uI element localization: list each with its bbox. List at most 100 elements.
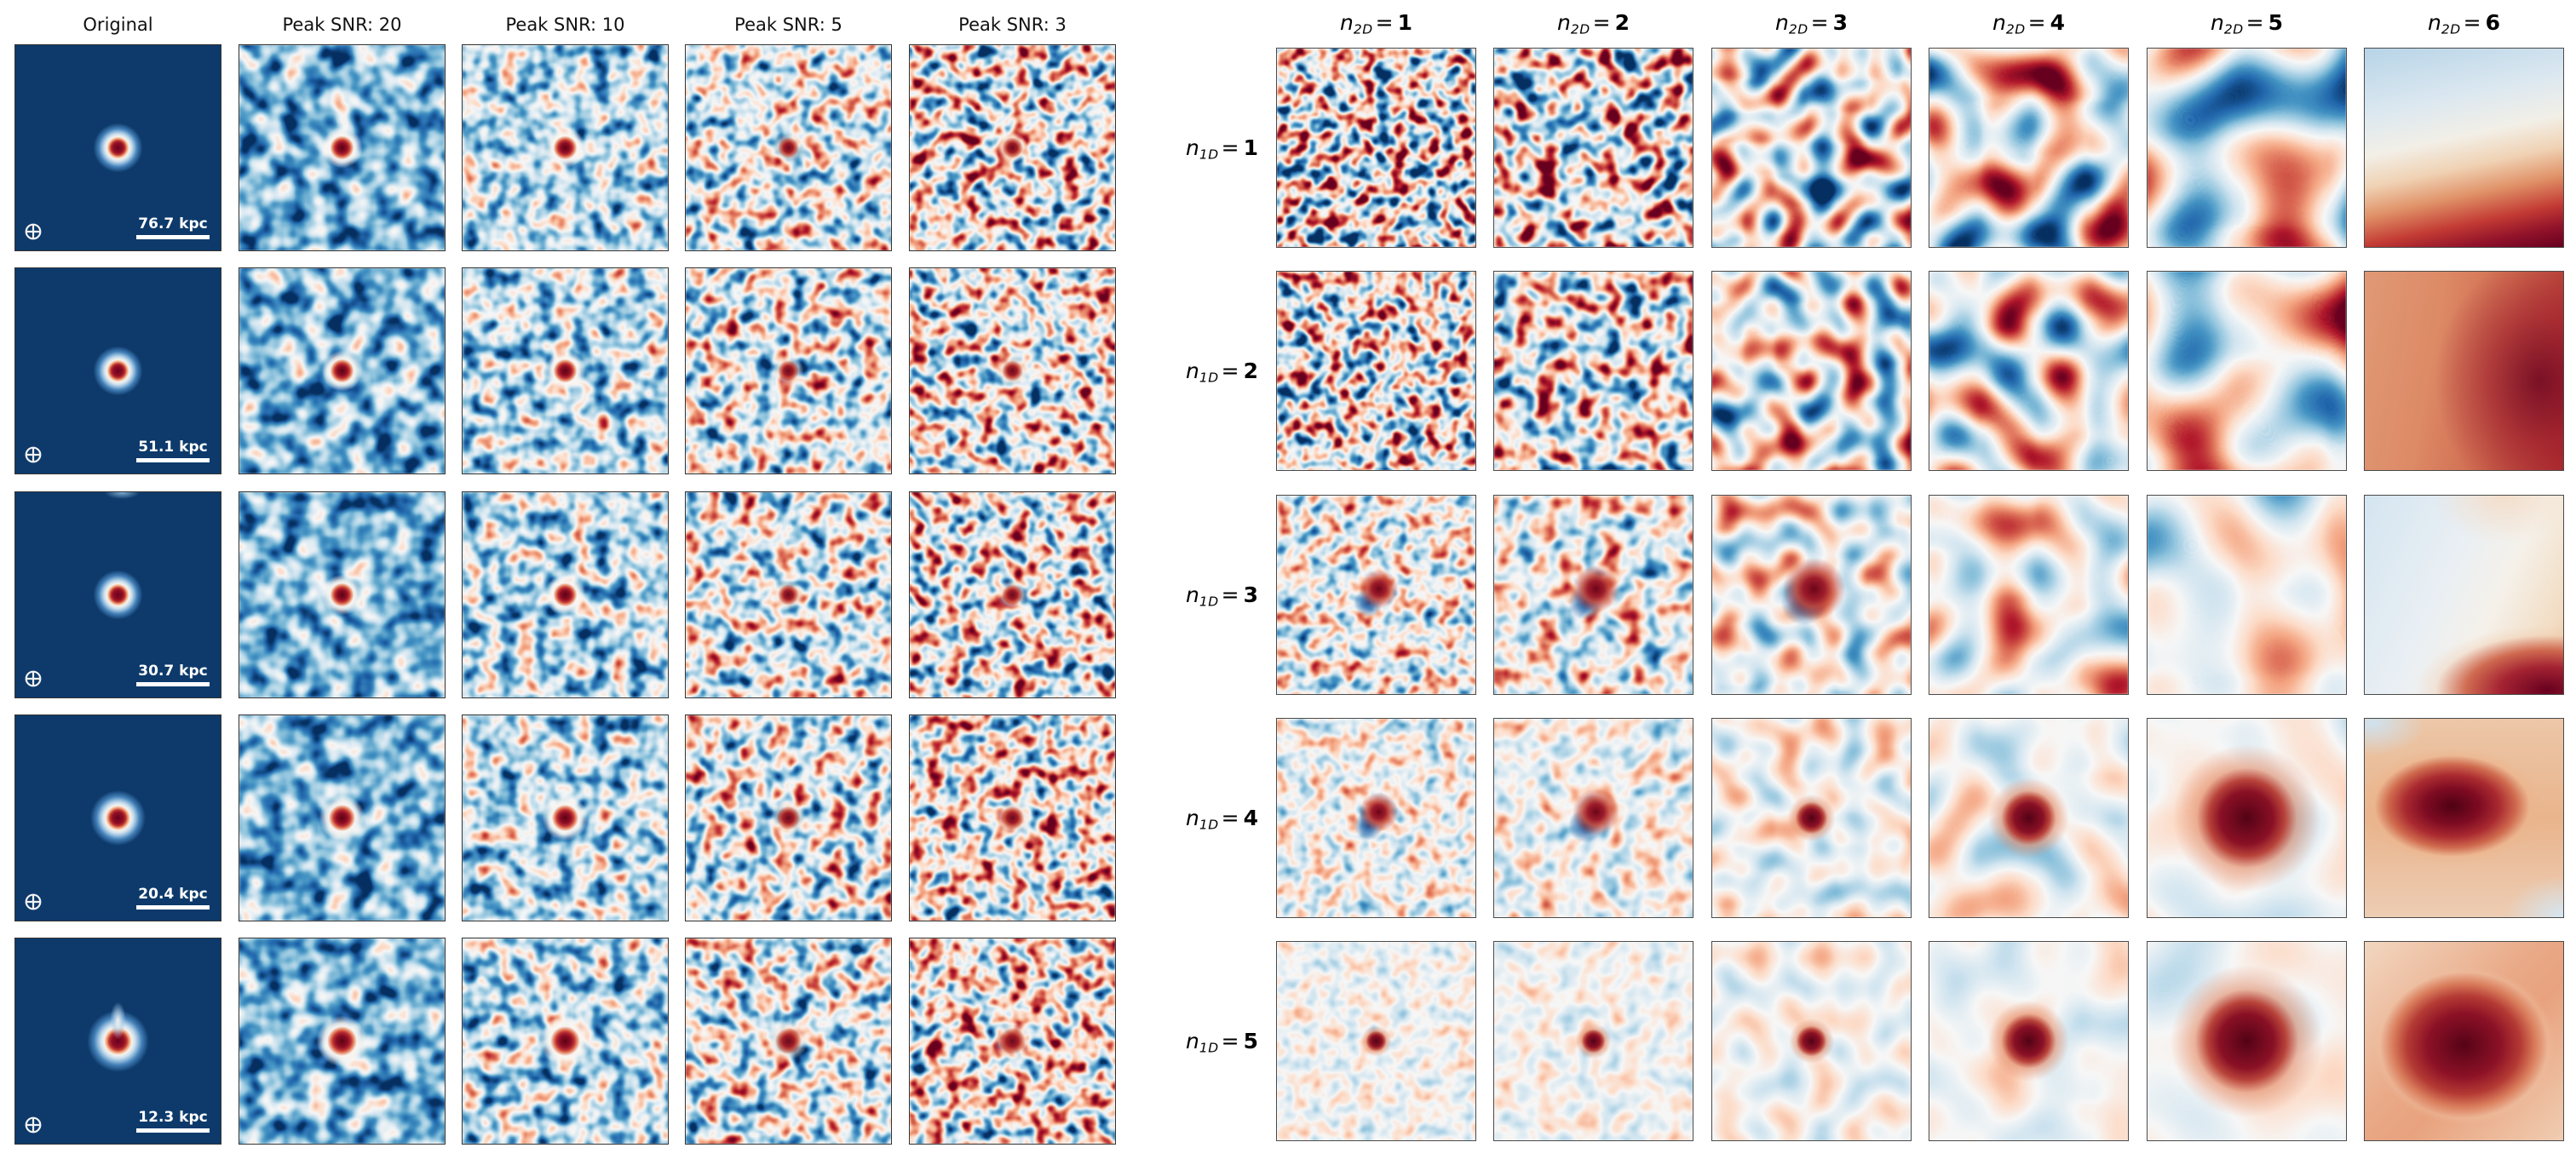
noise-panel-n1d2-n2d2 xyxy=(1493,271,1693,471)
math-var: n xyxy=(1185,135,1199,160)
math-var: n xyxy=(1185,1028,1199,1053)
column-header-n2d-1: n2D = 1 xyxy=(1276,9,1476,37)
noise-image xyxy=(1277,496,1475,694)
noise-image xyxy=(686,715,891,921)
noise-panel-n1d3-n2d6 xyxy=(2364,495,2564,695)
noise-image xyxy=(1929,496,2128,694)
math-value: 4 xyxy=(1243,805,1258,830)
math-subscript: 1D xyxy=(1199,817,1219,833)
math-var: n xyxy=(1774,10,1789,35)
snr-20-panel-row5 xyxy=(239,938,446,1145)
snr-10-panel-row3 xyxy=(462,491,669,698)
snr-20-panel-row2 xyxy=(239,267,446,474)
noise-image xyxy=(1494,272,1693,470)
noise-image xyxy=(1929,719,2128,917)
math-value: 3 xyxy=(1243,582,1258,607)
math-subscript: 1D xyxy=(1199,370,1219,386)
scalebar-line xyxy=(136,458,210,462)
snr-3-panel-row4 xyxy=(909,714,1116,921)
scalebar-line xyxy=(136,1128,210,1133)
noise-image xyxy=(910,492,1115,697)
row-label-n1d-4: n1D = 4 xyxy=(1146,804,1258,833)
smooth-gp-pattern xyxy=(2365,496,2563,694)
snr-3-panel-row2 xyxy=(909,267,1116,474)
noise-panel-n1d5-n2d5 xyxy=(2147,941,2347,1141)
snr-5-panel-row1 xyxy=(685,44,892,251)
math-equals: = xyxy=(1221,135,1239,160)
noise-panel-n1d4-n2d3 xyxy=(1711,718,1912,918)
noise-panel-n1d5-n2d3 xyxy=(1711,941,1912,1141)
noise-image xyxy=(2148,719,2346,917)
noise-image xyxy=(1929,272,2128,470)
row-label-n1d-3: n1D = 3 xyxy=(1146,581,1258,610)
original-panel-row3: 30.7 kpc xyxy=(14,491,221,698)
noise-panel-n1d5-n2d2 xyxy=(1493,941,1693,1141)
noise-image xyxy=(1929,942,2128,1140)
noise-image xyxy=(239,715,445,921)
noise-panel-n1d1-n2d2 xyxy=(1493,48,1693,248)
beam-circled-plus-icon xyxy=(24,445,43,468)
noise-image xyxy=(463,938,668,1144)
noise-image xyxy=(463,45,668,250)
row-label-n1d-2: n1D = 2 xyxy=(1146,357,1258,386)
noise-image xyxy=(686,938,891,1144)
column-header-n2d-2: n2D = 2 xyxy=(1493,9,1693,37)
math-var: n xyxy=(1185,358,1199,383)
math-equals: = xyxy=(1375,10,1394,35)
math-value: 2 xyxy=(1614,10,1630,35)
column-header-snr-20: Peak SNR: 20 xyxy=(282,14,402,35)
noise-image xyxy=(239,268,445,473)
math-value: 4 xyxy=(2050,10,2065,35)
math-value: 3 xyxy=(1832,10,1848,35)
math-subscript: 2D xyxy=(1570,21,1590,37)
original-panel-row2: 51.1 kpc xyxy=(14,267,221,474)
scalebar-label: 51.1 kpc xyxy=(138,439,208,456)
noise-image xyxy=(1712,496,1911,694)
noise-panel-n1d3-n2d1 xyxy=(1276,495,1476,695)
noise-image xyxy=(1494,719,1693,917)
noise-image xyxy=(1494,49,1693,247)
math-value: 5 xyxy=(1243,1028,1258,1053)
noise-image xyxy=(1494,942,1693,1140)
math-equals: = xyxy=(2027,10,2046,35)
noise-image xyxy=(1277,942,1475,1140)
column-header-snr-3: Peak SNR: 3 xyxy=(958,14,1067,35)
noise-panel-n1d2-n2d1 xyxy=(1276,271,1476,471)
scalebar-line xyxy=(136,905,210,910)
noise-panel-n1d3-n2d3 xyxy=(1711,495,1912,695)
math-var: n xyxy=(1185,805,1199,830)
original-panel-row1: 76.7 kpc xyxy=(14,44,221,251)
noise-image xyxy=(910,268,1115,473)
noise-image xyxy=(2148,496,2346,694)
math-subscript: 2D xyxy=(1788,21,1808,37)
snr-3-panel-row3 xyxy=(909,491,1116,698)
snr-5-panel-row3 xyxy=(685,491,892,698)
math-equals: = xyxy=(1221,1028,1239,1053)
math-subscript: 2D xyxy=(2005,21,2026,37)
snr-20-panel-row4 xyxy=(239,714,446,921)
math-subscript: 1D xyxy=(1199,1040,1219,1056)
noise-panel-n1d5-n2d4 xyxy=(1929,941,2129,1141)
scalebar-label: 12.3 kpc xyxy=(138,1109,208,1126)
noise-image xyxy=(463,715,668,921)
beam-circled-plus-icon xyxy=(24,892,43,915)
noise-image xyxy=(1277,272,1475,470)
smooth-gp-pattern xyxy=(2365,49,2563,247)
noise-image xyxy=(239,938,445,1144)
noise-image xyxy=(686,268,891,473)
noise-image xyxy=(910,45,1115,250)
smooth-gp-pattern xyxy=(2365,272,2563,470)
scalebar-label: 76.7 kpc xyxy=(138,215,208,232)
math-equals: = xyxy=(1221,805,1239,830)
column-header-snr-5: Peak SNR: 5 xyxy=(734,14,842,35)
column-header-n2d-4: n2D = 4 xyxy=(1929,9,2129,37)
row-label-n1d-5: n1D = 5 xyxy=(1146,1027,1258,1056)
scalebar-line xyxy=(136,235,210,239)
beam-circled-plus-icon xyxy=(24,222,43,244)
column-header-n2d-5: n2D = 5 xyxy=(2147,9,2347,37)
column-header-original: Original xyxy=(83,14,153,35)
noise-panel-n1d1-n2d1 xyxy=(1276,48,1476,248)
math-value: 2 xyxy=(1243,358,1258,383)
noise-image xyxy=(1712,942,1911,1140)
noise-image xyxy=(686,45,891,250)
